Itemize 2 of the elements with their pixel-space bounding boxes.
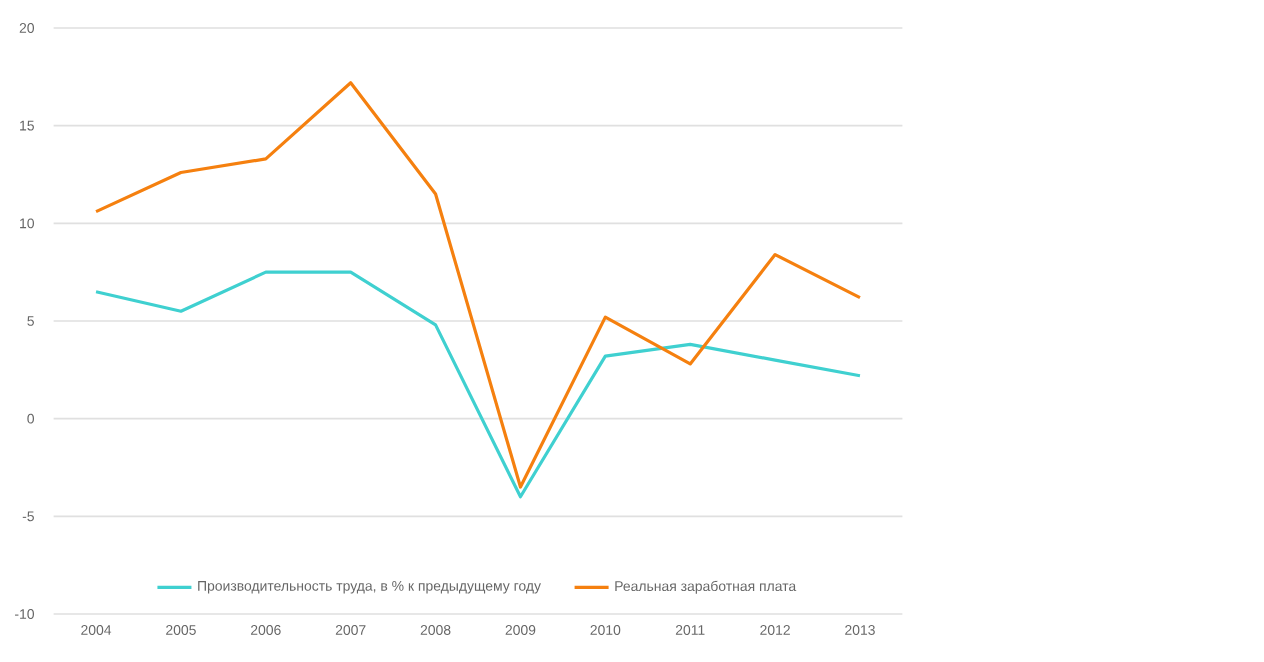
line-series	[94, 81, 862, 489]
line-series	[94, 270, 862, 499]
